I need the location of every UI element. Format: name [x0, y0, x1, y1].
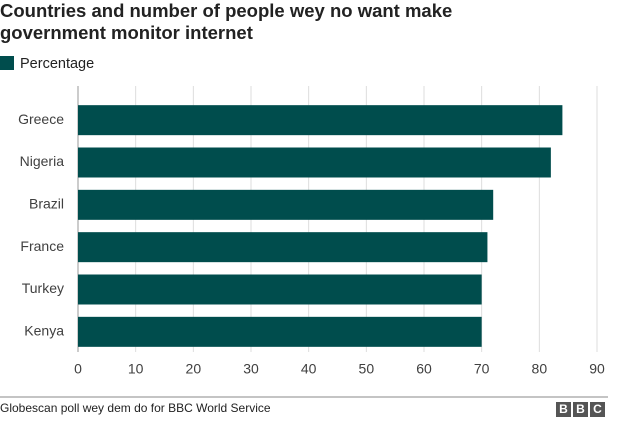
y-tick-label: Greece	[18, 111, 64, 127]
bar	[78, 147, 551, 178]
logo-box	[590, 402, 605, 417]
y-tick-label: Kenya	[24, 323, 64, 339]
x-tick-label: 80	[532, 361, 548, 377]
x-tick-label: 70	[474, 361, 490, 377]
bar	[78, 105, 563, 136]
x-tick-label: 0	[74, 361, 82, 377]
x-tick-label: 90	[589, 361, 605, 377]
logo-letter: B	[576, 402, 585, 416]
legend-label: Percentage	[20, 56, 94, 72]
legend-swatch	[0, 56, 14, 70]
bar	[78, 232, 488, 263]
bar	[78, 274, 482, 305]
logo-box	[573, 402, 588, 417]
x-tick-label: 50	[359, 361, 375, 377]
source: Globescan poll wey dem do for BBC World …	[0, 401, 271, 415]
y-tick-label: Nigeria	[20, 153, 65, 169]
x-tick-label: 20	[186, 361, 202, 377]
y-tick-label: Turkey	[22, 280, 64, 296]
chart-title: Countries and number of people wey no wa…	[0, 0, 453, 43]
bar	[78, 189, 494, 220]
bar	[78, 316, 482, 347]
x-tick-label: 30	[243, 361, 259, 377]
y-tick-label: Brazil	[29, 196, 64, 212]
logo-letter: B	[559, 402, 568, 416]
y-tick-label: France	[20, 238, 64, 254]
x-tick-label: 60	[416, 361, 432, 377]
logo-letter: C	[593, 402, 602, 416]
x-tick-label: 10	[128, 361, 144, 377]
logo-box	[556, 402, 571, 417]
x-tick-label: 40	[301, 361, 317, 377]
